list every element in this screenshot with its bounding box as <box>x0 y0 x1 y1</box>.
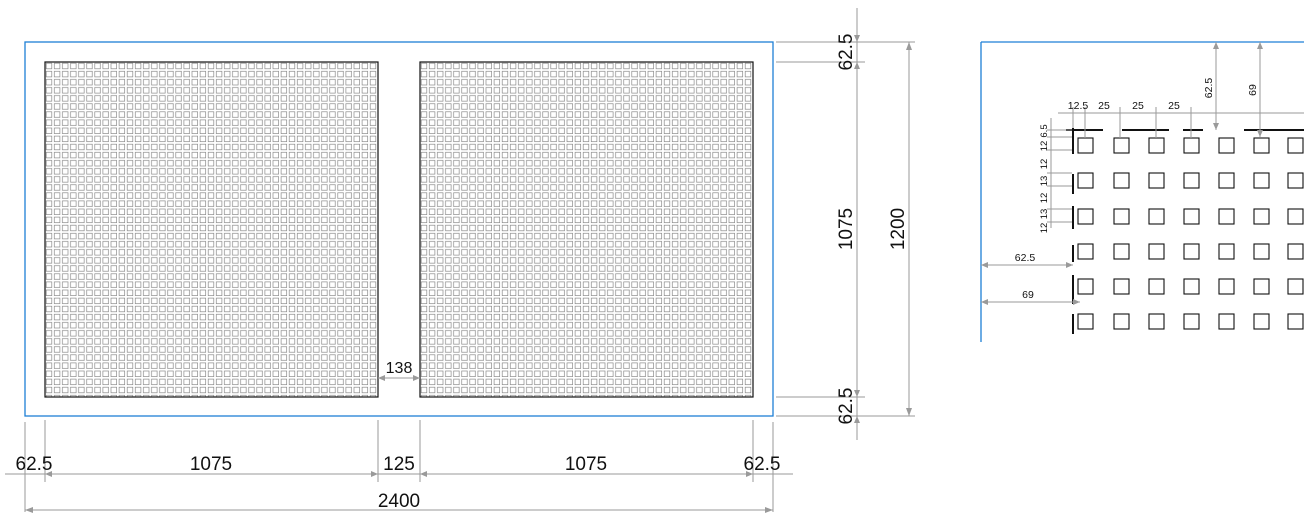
detail-view: 12.5 25 25 25 6.5 12 12 13 12 13 12 <box>980 41 1304 342</box>
perforation-square <box>1077 313 1094 330</box>
perforation-square <box>1148 137 1165 154</box>
perforation-square <box>1148 278 1165 295</box>
bottom-dim-1: 62.5 <box>16 454 53 475</box>
perforation-square <box>1077 137 1094 154</box>
detail-perforation-grid <box>1077 137 1304 330</box>
detail-panel-edges <box>1066 128 1304 334</box>
bottom-dim-5: 62.5 <box>744 454 781 475</box>
main-view: 138 62.5 1075 125 1075 62.5 2400 <box>5 8 915 513</box>
perforation-square <box>1287 243 1304 260</box>
right-panel-perforation <box>420 62 753 397</box>
detail-top-dim-4: 25 <box>1168 100 1180 112</box>
detail-horizontal-offset-2: 69 <box>1022 289 1034 301</box>
detail-left-dim-4: 13 <box>1039 176 1050 187</box>
overall-height-label: 1200 <box>888 208 909 250</box>
detail-vertical-offsets: 62.5 69 <box>1203 42 1263 137</box>
left-panel-outline <box>44 61 379 398</box>
perforation-square <box>1287 137 1304 154</box>
perforation-square <box>1113 313 1130 330</box>
right-dim-panel: 1075 <box>836 208 857 250</box>
perforation-square <box>1218 243 1235 260</box>
perforation-square <box>1253 278 1270 295</box>
perforation-square <box>1287 313 1304 330</box>
bottom-dimension-chain: 62.5 1075 125 1075 62.5 2400 <box>5 420 793 513</box>
perforation-square <box>1287 208 1304 225</box>
perforation-square <box>1077 172 1094 189</box>
gap-label: 138 <box>386 360 413 377</box>
perforation-square <box>1183 313 1200 330</box>
detail-vertical-offset-1: 62.5 <box>1203 78 1215 99</box>
perforation-square <box>1183 208 1200 225</box>
perforation-square <box>1253 172 1270 189</box>
right-dim-bottom: 62.5 <box>836 388 857 425</box>
sheet-outline <box>24 41 774 417</box>
perforation-square <box>1113 137 1130 154</box>
perforation-square <box>1077 208 1094 225</box>
perforation-square <box>1218 208 1235 225</box>
perforation-square <box>1218 313 1235 330</box>
perforation-square <box>1077 243 1094 260</box>
perforation-square <box>1218 278 1235 295</box>
left-panel <box>44 61 379 398</box>
perforation-square <box>1113 208 1130 225</box>
perforation-square <box>1183 243 1200 260</box>
bottom-dim-4: 1075 <box>565 454 607 475</box>
right-dim-top: 62.5 <box>836 34 857 71</box>
detail-left-dim-1: 6.5 <box>1039 124 1050 137</box>
perforation-square <box>1253 313 1270 330</box>
perforation-square <box>1253 243 1270 260</box>
detail-top-dims: 12.5 25 25 25 <box>1058 100 1304 138</box>
detail-left-dim-5: 12 <box>1039 193 1050 204</box>
perforation-square <box>1148 172 1165 189</box>
perforation-square <box>1287 278 1304 295</box>
detail-top-dim-3: 25 <box>1132 100 1144 112</box>
perforation-square <box>1148 313 1165 330</box>
detail-left-dims: 6.5 12 12 13 12 13 12 <box>1039 118 1072 233</box>
left-panel-perforation <box>45 62 378 397</box>
perforation-square <box>1287 172 1304 189</box>
bottom-dim-3: 125 <box>383 454 415 475</box>
detail-left-dim-3: 12 <box>1039 159 1050 170</box>
perforation-square <box>1218 172 1235 189</box>
detail-left-dim-2: 12 <box>1039 141 1050 152</box>
bottom-dim-2: 1075 <box>190 454 232 475</box>
perforation-square <box>1113 172 1130 189</box>
detail-horizontal-offset-1: 62.5 <box>1015 252 1036 264</box>
right-dimension-chain: 62.5 1075 62.5 1200 <box>776 8 915 440</box>
perforation-square <box>1148 243 1165 260</box>
perforation-square <box>1183 137 1200 154</box>
perforation-square <box>1148 208 1165 225</box>
detail-horizontal-offsets: 62.5 69 <box>981 252 1080 305</box>
right-panel-outline <box>419 61 754 398</box>
overall-width-label: 2400 <box>378 491 420 512</box>
detail-top-dim-1: 12.5 <box>1068 100 1089 112</box>
perforation-square <box>1183 172 1200 189</box>
perforation-square <box>1113 278 1130 295</box>
detail-left-dim-6: 13 <box>1039 209 1050 220</box>
perforation-square <box>1253 208 1270 225</box>
detail-top-dim-2: 25 <box>1098 100 1110 112</box>
right-panel <box>419 61 754 398</box>
perforation-square <box>1077 278 1094 295</box>
perforation-square <box>1183 278 1200 295</box>
perforation-square <box>1253 137 1270 154</box>
gap-dimension: 138 <box>378 360 420 381</box>
perforation-square <box>1113 243 1130 260</box>
perforation-square <box>1218 137 1235 154</box>
detail-left-dim-7: 12 <box>1039 223 1050 234</box>
detail-vertical-offset-2: 69 <box>1247 84 1259 96</box>
